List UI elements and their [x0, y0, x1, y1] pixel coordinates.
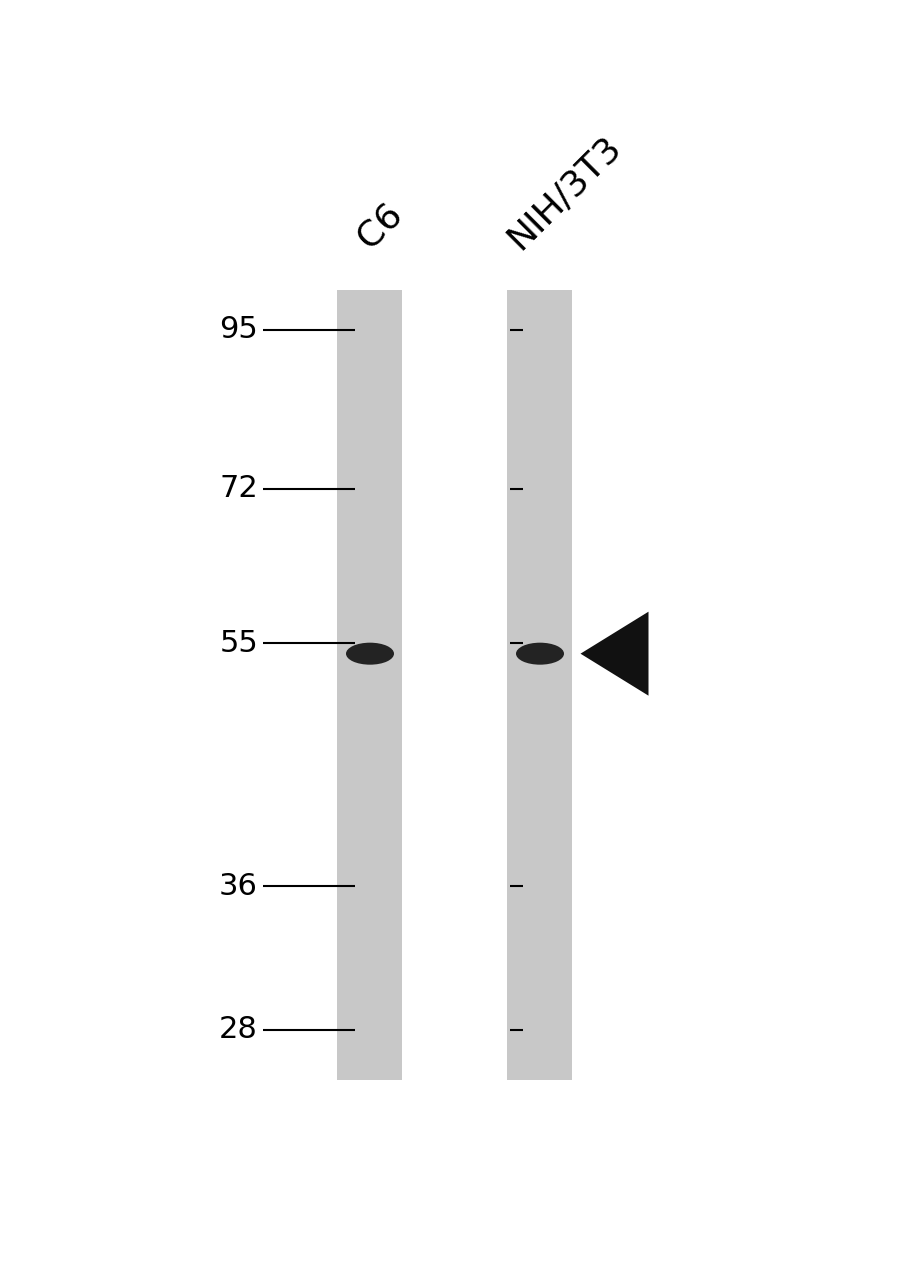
- Text: 36: 36: [219, 872, 257, 901]
- Ellipse shape: [346, 643, 394, 664]
- Text: NIH/3T3: NIH/3T3: [500, 128, 627, 255]
- Ellipse shape: [516, 643, 563, 664]
- Bar: [337, 291, 402, 1080]
- Text: C6: C6: [350, 197, 409, 255]
- Polygon shape: [580, 612, 647, 695]
- Text: 55: 55: [219, 628, 257, 658]
- Text: 72: 72: [219, 475, 257, 503]
- Bar: [507, 291, 572, 1080]
- Text: 28: 28: [219, 1015, 257, 1044]
- Text: 95: 95: [219, 315, 257, 344]
